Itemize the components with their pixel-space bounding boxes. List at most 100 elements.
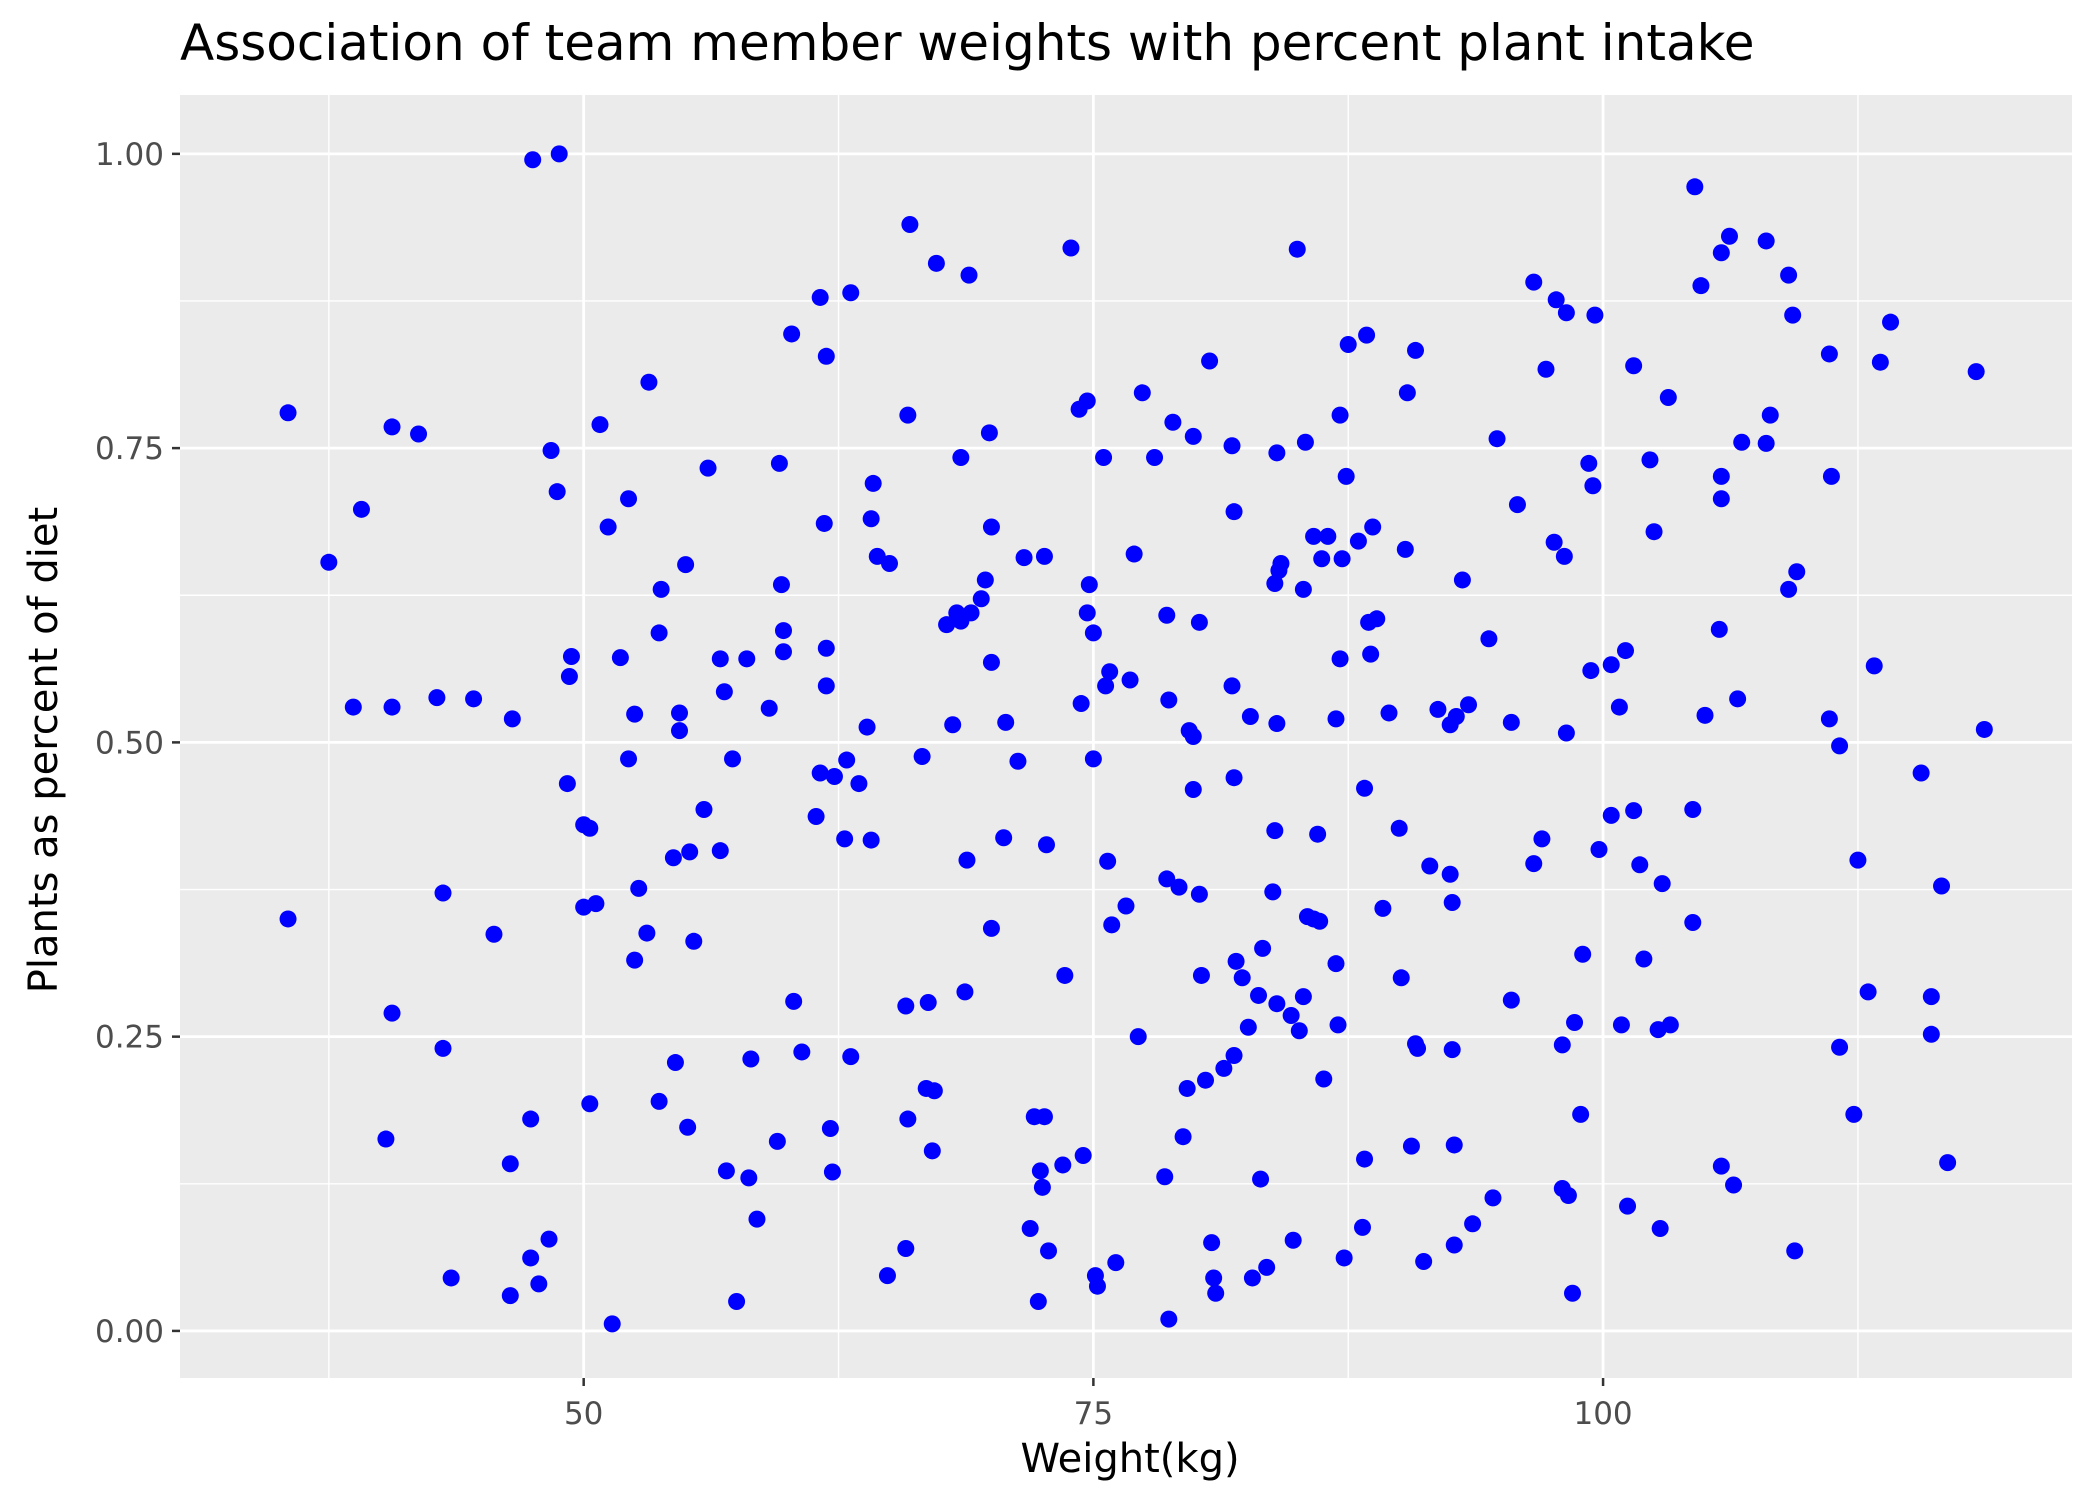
data-point — [1062, 239, 1080, 257]
data-point — [320, 553, 338, 571]
data-point — [1392, 969, 1410, 987]
data-point — [1786, 1242, 1804, 1260]
data-point — [1294, 580, 1312, 598]
data-point — [1074, 1147, 1092, 1165]
y-tick-label: 0.00 — [95, 1314, 164, 1350]
data-point — [938, 616, 956, 634]
x-axis-ticks: 50 75 100 — [564, 1378, 1633, 1432]
data-point — [838, 751, 856, 769]
data-point — [1264, 883, 1282, 901]
data-point — [850, 775, 868, 793]
data-point — [728, 1292, 746, 1310]
data-point — [550, 145, 568, 163]
data-point — [1243, 1269, 1261, 1287]
data-point — [952, 449, 970, 467]
data-point — [825, 768, 843, 786]
data-point — [1033, 1178, 1051, 1196]
data-point — [1158, 870, 1176, 888]
data-point — [1559, 1187, 1577, 1205]
data-point — [581, 1095, 599, 1113]
data-point — [1040, 1242, 1058, 1260]
data-point — [1035, 1108, 1053, 1126]
data-point — [1160, 691, 1178, 709]
data-point — [626, 705, 644, 723]
data-point — [685, 932, 703, 950]
data-point — [711, 650, 729, 668]
y-axis-ticks: 0.00 0.25 0.50 0.75 1.00 — [95, 137, 180, 1350]
data-point — [1533, 830, 1551, 848]
data-point — [1415, 1252, 1433, 1270]
data-point — [558, 775, 576, 793]
data-point — [1339, 336, 1357, 354]
data-point — [1227, 952, 1245, 970]
data-point — [1356, 779, 1374, 797]
data-point — [1820, 345, 1838, 363]
data-point — [1822, 467, 1840, 485]
data-point — [652, 580, 670, 598]
data-point — [664, 849, 682, 867]
data-point — [1125, 545, 1143, 563]
data-point — [679, 1118, 697, 1136]
data-point — [1031, 1162, 1049, 1180]
data-point — [1453, 571, 1471, 589]
data-point — [522, 1110, 540, 1128]
data-point — [1029, 1292, 1047, 1310]
data-point — [1354, 1218, 1371, 1236]
y-tick-label: 1.00 — [95, 137, 164, 173]
data-point — [1566, 1014, 1584, 1032]
data-point — [1327, 710, 1345, 728]
data-point — [1358, 326, 1376, 344]
data-point — [542, 441, 560, 459]
data-point — [1460, 696, 1478, 714]
data-point — [1225, 503, 1243, 521]
data-point — [858, 718, 876, 736]
chart-title: Association of team member weights with … — [180, 14, 1755, 72]
data-point — [1625, 802, 1643, 820]
data-point — [1659, 389, 1677, 407]
data-point — [1009, 752, 1027, 770]
data-point — [899, 406, 917, 424]
data-point — [1484, 1189, 1502, 1207]
data-point — [560, 667, 578, 685]
data-point — [699, 459, 717, 477]
data-point — [774, 643, 792, 661]
data-point — [540, 1230, 558, 1248]
data-point — [1545, 533, 1563, 551]
data-point — [1097, 677, 1115, 695]
data-point — [377, 1130, 395, 1148]
data-point — [842, 284, 860, 302]
data-point — [279, 404, 297, 422]
data-point — [1602, 656, 1620, 674]
data-point — [960, 266, 978, 284]
data-point — [1922, 1025, 1940, 1043]
data-point — [1095, 449, 1113, 467]
data-point — [383, 1004, 401, 1022]
data-point — [1084, 624, 1102, 642]
data-point — [1845, 1105, 1863, 1123]
data-point — [1865, 657, 1883, 675]
data-point — [1258, 1258, 1276, 1276]
data-point — [982, 919, 1000, 937]
data-point — [1103, 916, 1121, 934]
data-point — [1653, 875, 1671, 893]
data-point — [1831, 737, 1849, 755]
y-axis-title: Plants as percent of diet — [21, 507, 67, 993]
data-point — [1099, 852, 1117, 870]
data-point — [1572, 1105, 1590, 1123]
data-point — [1305, 527, 1323, 545]
data-point — [1882, 313, 1900, 331]
data-point — [1692, 277, 1710, 295]
data-point — [1574, 945, 1592, 963]
data-point — [1252, 1170, 1270, 1188]
data-point — [1725, 1176, 1743, 1194]
data-point — [815, 514, 833, 532]
data-points — [279, 145, 1993, 1333]
data-point — [1037, 836, 1055, 854]
x-tick-label: 50 — [564, 1396, 603, 1432]
data-point — [1590, 840, 1608, 858]
data-point — [1421, 857, 1439, 875]
data-point — [1390, 819, 1408, 837]
data-point — [1315, 1070, 1333, 1088]
plot-panel — [180, 95, 2072, 1378]
